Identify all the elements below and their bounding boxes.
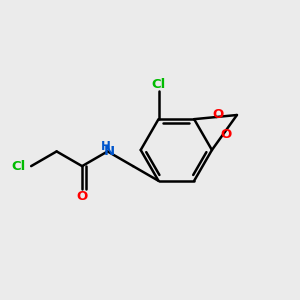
- Text: O: O: [212, 108, 224, 121]
- Text: N: N: [103, 145, 115, 158]
- Text: H: H: [101, 140, 111, 153]
- Text: O: O: [221, 128, 232, 141]
- Text: Cl: Cl: [152, 78, 166, 91]
- Text: Cl: Cl: [11, 160, 26, 173]
- Text: O: O: [76, 190, 88, 203]
